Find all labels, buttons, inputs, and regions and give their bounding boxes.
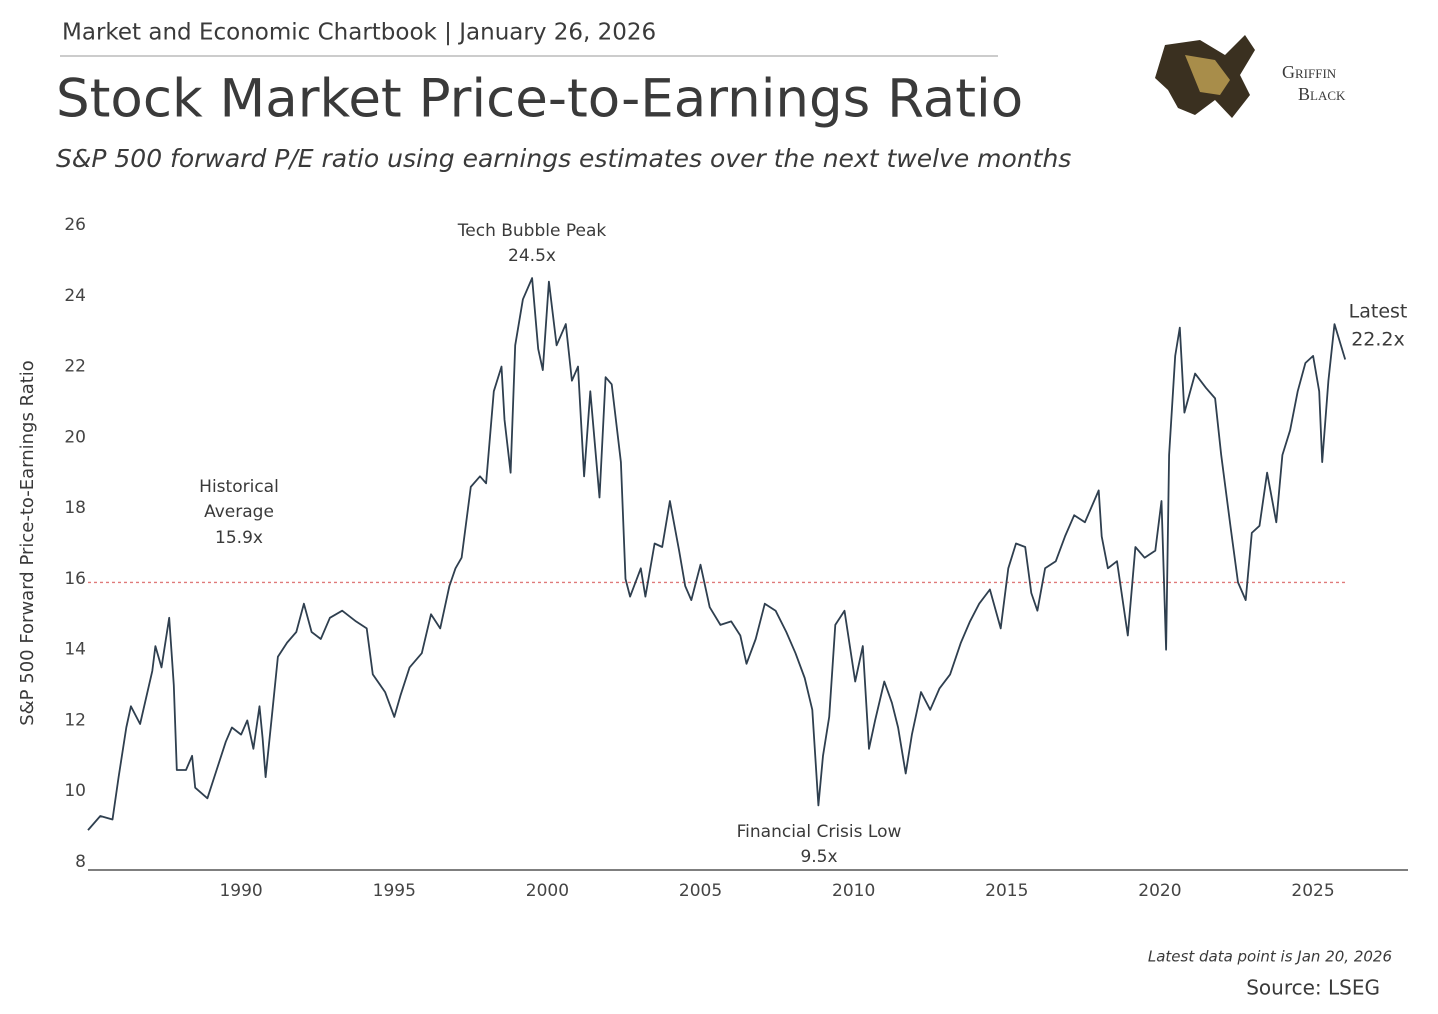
y-tick-label: 18 <box>64 498 86 518</box>
logo: Griffin Black <box>1155 35 1346 118</box>
x-tick-label: 2020 <box>1138 881 1181 901</box>
pe-line <box>87 277 1347 831</box>
chart-title: Stock Market Price-to-Earnings Ratio <box>56 69 1023 130</box>
annotation-text: Latest <box>1349 301 1408 323</box>
source: Source: LSEG <box>1246 976 1380 1000</box>
y-tick-label: 16 <box>64 569 86 589</box>
x-tick-label: 2000 <box>526 881 569 901</box>
logo-text: Black <box>1298 84 1346 104</box>
annotation-text: 15.9x <box>215 528 263 548</box>
annotation-text: 24.5x <box>508 246 556 266</box>
annotations: Tech Bubble Peak 24.5x Financial Crisis … <box>457 221 1408 867</box>
x-tick-label: 1990 <box>219 881 262 901</box>
annotation-text: Tech Bubble Peak <box>457 221 607 241</box>
y-axis-label: S&P 500 Forward Price-to-Earnings Ratio <box>17 360 38 726</box>
annotation-text: Financial Crisis Low <box>737 822 902 842</box>
y-tick-label: 10 <box>64 781 86 801</box>
annotation-text: Average <box>204 502 274 522</box>
footnote: Latest data point is Jan 20, 2026 <box>1148 948 1392 966</box>
x-tick-label: 2025 <box>1291 881 1334 901</box>
annotation-text: 22.2x <box>1351 329 1405 351</box>
y-tick-label: 20 <box>64 427 86 447</box>
logo-accent <box>1185 55 1230 95</box>
annotation-text: 9.5x <box>800 847 837 867</box>
y-tick-label: 12 <box>64 710 86 730</box>
header: Market and Economic Chartbook | January … <box>62 20 656 46</box>
y-tick-label: 24 <box>64 286 86 306</box>
x-tick-label: 2005 <box>679 881 722 901</box>
average-label: Historical Average 15.9x <box>199 477 279 548</box>
y-tick-label: 8 <box>75 852 86 872</box>
x-tick-label: 2015 <box>985 881 1028 901</box>
y-tick-label: 26 <box>64 215 86 235</box>
y-tick-label: 22 <box>64 357 86 377</box>
logo-text: Griffin <box>1282 62 1337 82</box>
y-tick-label: 14 <box>64 640 86 660</box>
x-tick-label: 1995 <box>373 881 416 901</box>
x-tick-label: 2010 <box>832 881 875 901</box>
annotation-text: Historical <box>199 477 279 497</box>
chart-subtitle: S&P 500 forward P/E ratio using earnings… <box>56 144 1071 173</box>
